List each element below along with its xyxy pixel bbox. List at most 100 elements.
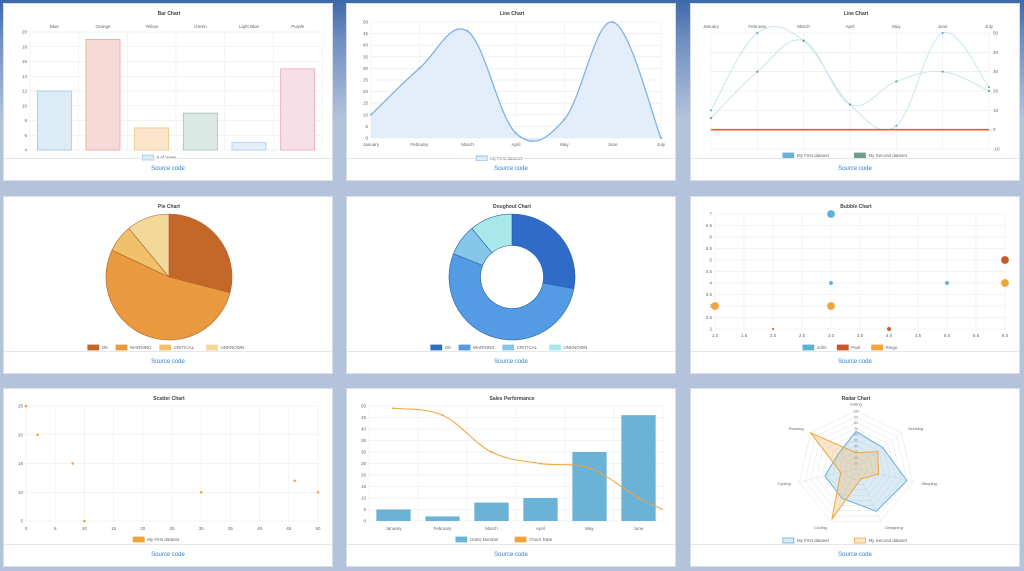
data-point [709,116,713,120]
multi-line-chart: Line Chart -10 0 10 20 30 40 50 January February M… [703,11,1000,159]
legend-label: My Second dataset [868,153,907,158]
legend-label: My First dataset [147,537,180,542]
y-tick-label: 45 [361,415,367,420]
chart-title: Sales Performance [489,396,534,402]
radar-grid [810,422,902,512]
bar [376,509,411,521]
data-point [514,132,518,135]
chart-title: Line Chart [500,11,525,17]
source-code-link[interactable]: Source code [347,158,675,180]
chart-title: Bubble Chart [840,204,872,210]
y-tick-label: 10 [993,108,999,113]
legend-label: My First dataset [797,538,830,543]
source-code-link[interactable]: Source code [4,158,332,180]
source-code-link[interactable]: Source code [691,351,1019,373]
y-tick-label: 3.5 [706,292,713,297]
bubble [1001,279,1009,287]
pie-slice [511,213,576,290]
doughnut-chart: Doughout Chart OK WARNING CRITICAL UNKNOWN [430,204,587,351]
bubble [829,281,833,285]
y-tick-label: 35 [363,54,369,59]
y-tick-label: 25 [18,404,24,409]
bar [523,498,558,521]
y-tick-label: 7 [709,212,712,217]
bar [182,112,218,151]
bubble [945,281,949,285]
y-tick-label: 0 [993,127,996,132]
radar-grid [844,457,868,480]
legend-swatch [502,344,515,351]
chart-card-bar: Bar Chart 4 6 8 10 12 14 16 18 20 Blue Orange Yellow… [3,3,333,181]
bar [36,90,72,151]
legend-label: OK [102,345,109,350]
legend-label: WARNING [130,345,152,350]
radar-spoke [810,432,857,470]
data-point [659,136,663,140]
bubble [711,302,719,310]
x-tick-label: 2.0 [770,333,777,338]
legend-swatch [782,537,795,544]
bubble [1001,256,1009,264]
source-code-link[interactable]: Source code [691,544,1019,566]
x-tick-label: June [608,142,618,147]
x-tick-label: January [363,142,380,147]
data-point [392,407,395,410]
y-tick-label: 8 [24,118,27,123]
data-point [24,404,28,408]
chart-title: Doughout Chart [493,204,531,210]
source-code-link[interactable]: Source code [347,351,675,373]
x-tick-label: May [585,526,594,531]
y-tick-label: 40 [361,427,367,432]
chart-card-line-area: Line Chart 0 5 10 15 20 25 30 35 40 45 50 January Feb… [346,3,676,181]
legend-label: Order Number [470,537,499,542]
source-code-link[interactable]: Source code [4,544,332,566]
legend-label: OK [445,345,452,350]
data-point [36,433,39,437]
radar-spoke [855,468,882,522]
y-tick-label: 16 [22,59,28,64]
x-tick-label: 15 [111,526,117,531]
radar-series [809,431,880,520]
source-code-link[interactable]: Source code [4,351,332,373]
bubble [887,327,891,331]
legend-label: CRITICAL [517,345,538,350]
pie-chart: Pie Chart OK WARNING CRITICAL UNKNOWN [87,204,244,351]
x-tick-label: 45 [286,526,292,531]
y-tick-label: 25 [361,461,367,466]
y-tick-label: 20 [18,432,24,437]
x-tick-label: 3.5 [857,333,864,338]
x-tick-label: Green [194,24,207,29]
y-tick-label: 4 [24,148,27,153]
x-tick-label: 25 [169,526,175,531]
x-tick-label: 40 [257,526,263,531]
legend-swatch [802,344,815,351]
radar-grid [804,416,908,517]
y-tick-label: 6.5 [706,223,713,228]
y-tick-label: 0 [365,136,368,141]
data-point [199,490,203,494]
series-area [371,21,661,142]
y-tick-label: 10 [22,103,28,108]
x-tick-label: 5.0 [944,333,951,338]
y-tick-label: 5 [20,519,23,524]
y-tick-label: 14 [22,74,28,79]
pie-slice [448,253,575,341]
x-tick-label: 4.5 [915,333,922,338]
pie-slice [168,213,233,294]
y-tick-label: 2 [709,327,712,332]
x-tick-label: July [657,142,666,147]
data-point [369,113,373,116]
data-point [83,519,86,523]
legend-label: My First dataset [797,153,830,158]
source-code-link[interactable]: Source code [691,158,1019,180]
chart-title: Line Chart [844,11,869,17]
chart-card-pie: Pie Chart OK WARNING CRITICAL UNKNOWN Source… [3,196,333,374]
source-code-link[interactable]: Source code [347,544,675,566]
bar [474,502,509,521]
legend-label: Paul [851,345,860,350]
data-point [418,67,421,70]
x-tick-label: February [410,142,429,147]
x-tick-label: Yellow [145,24,159,29]
x-tick-label: Light Blue [239,24,260,29]
data-point [895,124,898,127]
